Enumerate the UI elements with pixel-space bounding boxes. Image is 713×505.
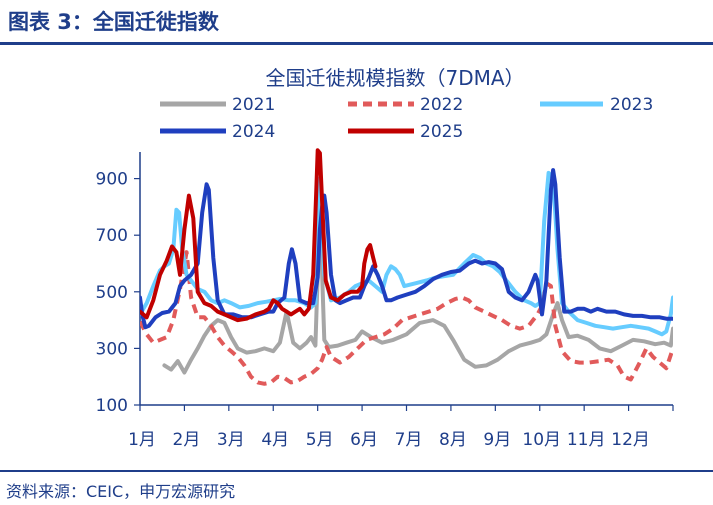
legend-label-2023: 2023 — [610, 95, 653, 115]
source-note: 资料来源：CEIC，申万宏源研究 — [6, 482, 236, 501]
y-tick-label: 300 — [96, 339, 128, 359]
y-tick-label: 100 — [96, 396, 128, 416]
series-line-2025 — [140, 148, 378, 323]
y-tick-label: 900 — [96, 170, 128, 190]
x-tick-label: 4月 — [261, 430, 289, 450]
chart-title: 全国迁徙规模指数（7DMA） — [265, 66, 524, 90]
series-line-2022 — [140, 250, 673, 386]
series-line-2024 — [140, 168, 673, 330]
header-rule — [0, 42, 713, 45]
series-line-2021 — [162, 204, 673, 375]
x-tick-label: 10月 — [522, 430, 561, 450]
x-tick-label: 2月 — [173, 430, 201, 450]
legend-label-2021: 2021 — [232, 95, 275, 115]
x-tick-label: 8月 — [439, 430, 467, 450]
x-tick-label: 7月 — [395, 430, 423, 450]
x-tick-label: 5月 — [306, 430, 334, 450]
x-tick-label: 9月 — [483, 430, 511, 450]
x-tick-label: 6月 — [350, 430, 378, 450]
x-tick-label: 3月 — [217, 430, 245, 450]
chart-legend: 2021 2022 2023 2024 2025 — [160, 95, 653, 142]
x-axis-ticks: 1月 2月 3月 4月 5月 6月 7月 8月 9月 10月 11月 12月 — [128, 405, 674, 450]
x-tick-label: 12月 — [611, 430, 650, 450]
series-line-2023 — [140, 170, 673, 337]
y-tick-label: 700 — [96, 226, 128, 246]
legend-label-2024: 2024 — [232, 122, 275, 142]
footer-rule — [0, 470, 713, 472]
figure-title: 图表 3：全国迁徙指数 — [8, 10, 219, 34]
x-tick-label: 1月 — [128, 430, 156, 450]
y-tick-label: 500 — [96, 283, 128, 303]
series-lines — [140, 148, 673, 386]
x-tick-label: 11月 — [567, 430, 606, 450]
y-axis-ticks: 100 300 500 700 900 — [96, 170, 140, 416]
legend-label-2025: 2025 — [420, 122, 463, 142]
legend-label-2022: 2022 — [420, 95, 463, 115]
